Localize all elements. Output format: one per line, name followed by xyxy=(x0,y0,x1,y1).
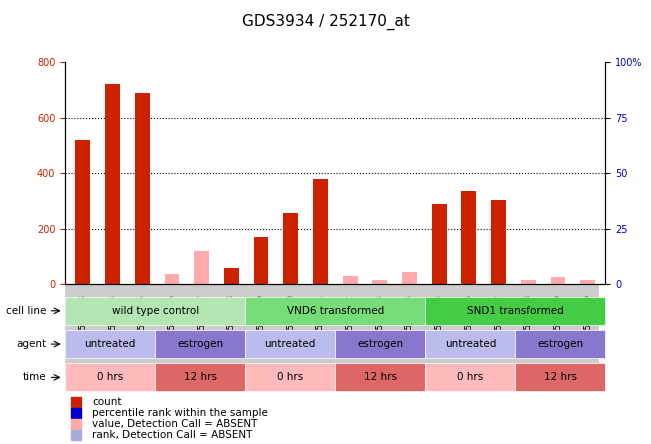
Text: GDS3934 / 252170_at: GDS3934 / 252170_at xyxy=(242,13,409,29)
Text: 0 hrs: 0 hrs xyxy=(97,373,123,382)
FancyBboxPatch shape xyxy=(65,297,245,325)
Bar xyxy=(165,274,180,284)
FancyBboxPatch shape xyxy=(425,297,605,325)
Bar xyxy=(462,191,477,284)
Text: wild type control: wild type control xyxy=(111,306,199,316)
FancyBboxPatch shape xyxy=(245,330,335,358)
Text: untreated: untreated xyxy=(85,339,136,349)
Text: 12 hrs: 12 hrs xyxy=(364,373,397,382)
Text: SND1 transformed: SND1 transformed xyxy=(467,306,564,316)
Bar xyxy=(313,179,328,284)
FancyBboxPatch shape xyxy=(245,297,425,325)
Text: agent: agent xyxy=(16,339,46,349)
Bar xyxy=(372,280,387,284)
Bar xyxy=(254,237,268,284)
Text: cell line: cell line xyxy=(6,306,46,316)
FancyBboxPatch shape xyxy=(516,330,605,358)
Text: estrogen: estrogen xyxy=(177,339,223,349)
Bar xyxy=(551,277,565,284)
Bar xyxy=(105,84,120,284)
Text: 0 hrs: 0 hrs xyxy=(277,373,303,382)
Bar xyxy=(283,214,298,284)
Bar xyxy=(76,140,90,284)
Bar xyxy=(402,272,417,284)
Text: percentile rank within the sample: percentile rank within the sample xyxy=(92,408,268,418)
Bar xyxy=(491,199,506,284)
Text: 12 hrs: 12 hrs xyxy=(184,373,217,382)
Bar xyxy=(342,276,357,284)
Bar xyxy=(521,280,536,284)
Text: estrogen: estrogen xyxy=(357,339,404,349)
Text: estrogen: estrogen xyxy=(537,339,583,349)
Bar xyxy=(224,267,239,284)
FancyBboxPatch shape xyxy=(155,363,245,392)
FancyBboxPatch shape xyxy=(516,363,605,392)
Text: 12 hrs: 12 hrs xyxy=(544,373,577,382)
Text: untreated: untreated xyxy=(445,339,496,349)
Bar xyxy=(65,284,600,381)
FancyBboxPatch shape xyxy=(65,363,155,392)
FancyBboxPatch shape xyxy=(155,330,245,358)
FancyBboxPatch shape xyxy=(335,363,425,392)
Bar xyxy=(194,251,209,284)
FancyBboxPatch shape xyxy=(245,363,335,392)
FancyBboxPatch shape xyxy=(425,363,516,392)
FancyBboxPatch shape xyxy=(335,330,425,358)
FancyBboxPatch shape xyxy=(65,330,155,358)
Text: VND6 transformed: VND6 transformed xyxy=(286,306,384,316)
FancyBboxPatch shape xyxy=(425,330,516,358)
Text: 0 hrs: 0 hrs xyxy=(457,373,484,382)
Text: rank, Detection Call = ABSENT: rank, Detection Call = ABSENT xyxy=(92,430,253,440)
Bar xyxy=(135,93,150,284)
Text: count: count xyxy=(92,397,122,407)
Text: time: time xyxy=(23,373,46,382)
Text: value, Detection Call = ABSENT: value, Detection Call = ABSENT xyxy=(92,419,258,429)
Bar xyxy=(580,280,595,284)
Bar xyxy=(432,204,447,284)
Text: untreated: untreated xyxy=(264,339,316,349)
